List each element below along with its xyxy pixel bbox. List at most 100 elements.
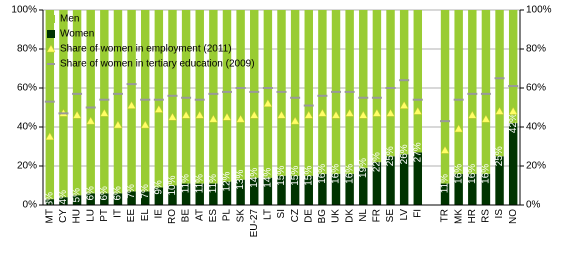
bar — [359, 10, 368, 168]
bar — [277, 175, 286, 205]
value-label: 10% — [167, 175, 178, 195]
bar — [222, 181, 232, 205]
bar — [372, 162, 382, 205]
value-label: 25% — [385, 146, 396, 166]
value-label: 16% — [317, 164, 328, 184]
employment-marker — [454, 124, 464, 133]
employment-marker — [236, 114, 246, 123]
bar — [86, 193, 95, 205]
bar — [86, 10, 95, 194]
value-label: 6% — [113, 186, 124, 201]
bar — [508, 10, 518, 124]
employment-marker — [386, 108, 395, 117]
value-label: 14% — [263, 168, 274, 188]
y-tick-label: 100% — [11, 5, 37, 16]
bar — [468, 173, 477, 205]
value-label: 16% — [467, 164, 478, 184]
bar — [195, 183, 204, 205]
employment-marker — [413, 106, 423, 115]
bar — [59, 10, 68, 198]
x-tick-label: BG — [317, 209, 328, 224]
value-label: 16% — [344, 164, 355, 184]
value-label: 42% — [508, 113, 519, 133]
x-tick-label: SE — [385, 209, 396, 223]
bar — [236, 10, 245, 180]
bar — [331, 173, 341, 205]
x-tick-label: LU — [85, 209, 96, 222]
y-tick-label: 20% — [17, 161, 37, 172]
legend-swatch — [47, 30, 55, 38]
x-tick-label: DE — [303, 209, 314, 223]
employment-marker — [317, 108, 327, 117]
bar — [250, 10, 259, 178]
bar — [72, 195, 82, 205]
employment-marker — [72, 110, 82, 119]
employment-marker — [154, 104, 164, 113]
bar — [481, 173, 491, 205]
value-label: 16% — [481, 164, 492, 184]
value-label: 15% — [290, 166, 301, 186]
bar — [168, 185, 177, 205]
x-tick-label: UK — [331, 209, 342, 223]
value-label: 15% — [303, 166, 314, 186]
y-tick-label: 60% — [17, 83, 37, 94]
bar — [440, 183, 450, 205]
bar — [454, 173, 463, 205]
x-tick-label: LT — [263, 209, 274, 220]
value-label: 9% — [153, 180, 164, 195]
x-tick-label: CZ — [290, 209, 301, 222]
bar — [440, 10, 450, 184]
legend-label: Share of women in employment (2011) — [60, 44, 232, 55]
y2-tick-label: 40% — [526, 122, 546, 133]
bar — [195, 10, 204, 184]
legend-label: Share of women in tertiary education (20… — [60, 59, 255, 70]
employment-marker — [495, 106, 504, 115]
x-tick-label: EL — [140, 209, 151, 222]
bar — [495, 10, 504, 157]
employment-marker — [290, 116, 300, 125]
x-tick-label: SI — [276, 209, 287, 218]
bar — [304, 10, 313, 176]
bar — [386, 10, 395, 157]
employment-marker — [304, 110, 314, 119]
bar — [304, 175, 313, 205]
employment-marker — [222, 112, 232, 121]
employment-marker — [277, 110, 286, 119]
value-label: 25% — [494, 146, 505, 166]
bar — [140, 191, 150, 205]
x-tick-label: EU-27 — [249, 209, 260, 238]
employment-marker — [481, 114, 491, 123]
x-tick-label: IE — [153, 209, 164, 219]
y2-tick-label: 100% — [526, 5, 552, 16]
bar — [290, 10, 300, 176]
x-tick-label: MK — [453, 209, 464, 224]
bar — [508, 123, 518, 205]
bar — [100, 193, 109, 205]
y2-tick-label: 20% — [526, 161, 546, 172]
x-tick-label: ES — [208, 209, 219, 223]
x-tick-label: NO — [508, 209, 519, 224]
bar — [209, 10, 218, 184]
employment-marker — [249, 110, 259, 119]
bar — [263, 10, 273, 178]
bar — [318, 10, 327, 174]
employment-marker — [208, 114, 218, 123]
value-label: 11% — [181, 174, 192, 193]
employment-marker — [181, 110, 191, 119]
bar — [454, 10, 463, 174]
value-label: 13% — [235, 170, 246, 190]
value-label: 16% — [331, 164, 342, 184]
bar — [413, 10, 423, 153]
bar — [181, 183, 191, 205]
value-label: 27% — [412, 142, 423, 162]
employment-marker — [263, 99, 273, 107]
x-tick-label: PL — [222, 209, 233, 222]
employment-marker — [440, 145, 450, 154]
employment-marker — [45, 132, 55, 140]
bar — [318, 173, 327, 205]
x-tick-label: PT — [99, 209, 110, 222]
value-label: 26% — [399, 144, 410, 164]
bar — [168, 10, 177, 186]
x-tick-label: SK — [235, 209, 246, 223]
